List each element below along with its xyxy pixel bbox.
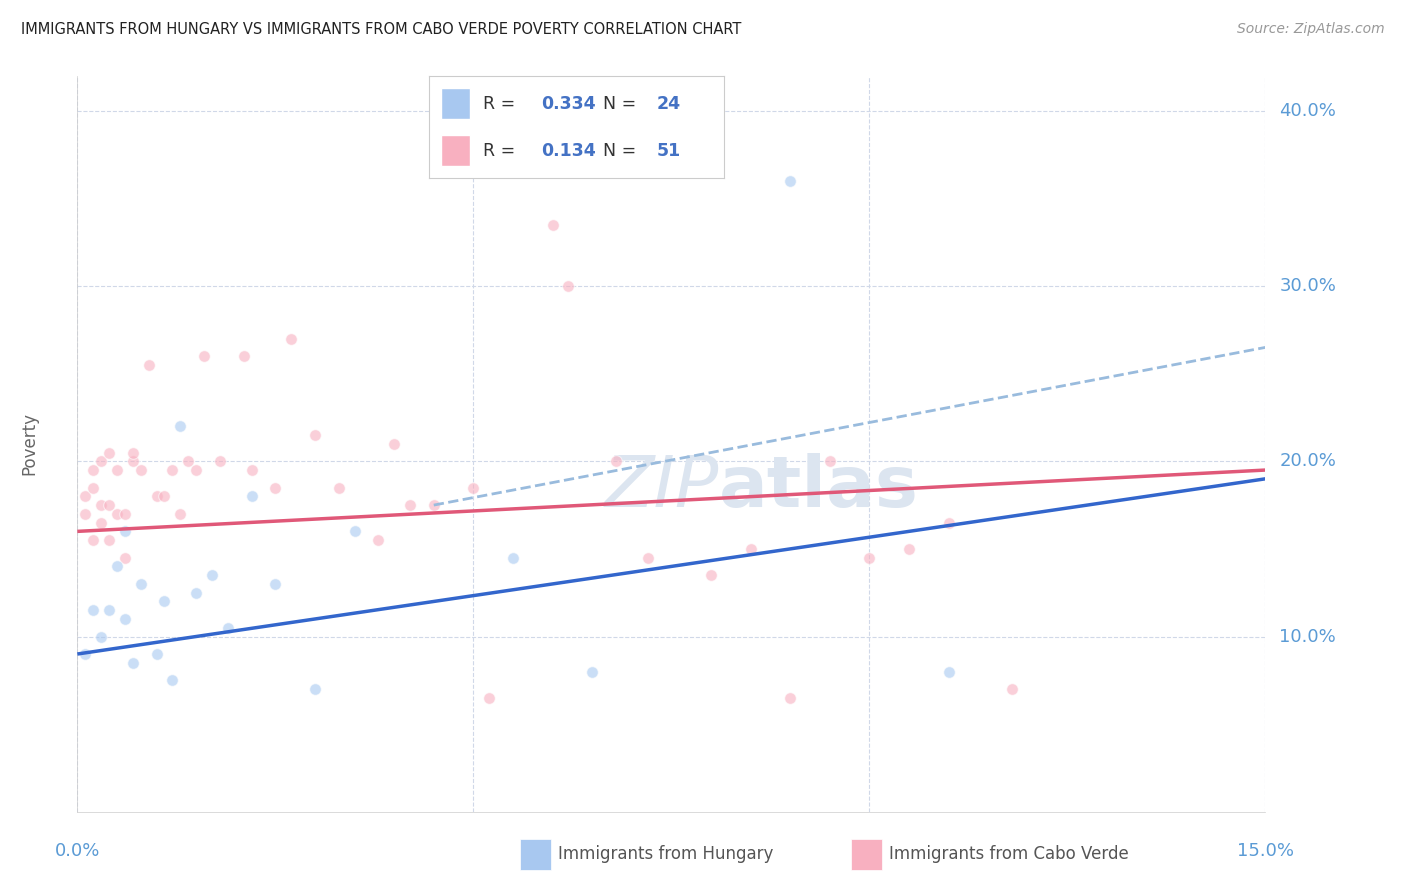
Point	[423, 498, 446, 512]
Point	[105, 463, 128, 477]
Point	[1001, 681, 1024, 696]
Point	[740, 541, 762, 556]
Point	[153, 489, 176, 503]
Point	[193, 349, 215, 363]
Point	[114, 550, 136, 565]
Text: IMMIGRANTS FROM HUNGARY VS IMMIGRANTS FROM CABO VERDE POVERTY CORRELATION CHART: IMMIGRANTS FROM HUNGARY VS IMMIGRANTS FR…	[21, 22, 741, 37]
Point	[138, 358, 160, 372]
Text: R =: R =	[484, 142, 516, 160]
Point	[208, 454, 231, 468]
Text: Poverty: Poverty	[21, 412, 39, 475]
Point	[114, 612, 136, 626]
Bar	[440, 88, 470, 119]
Point	[105, 559, 128, 574]
Point	[145, 647, 167, 661]
Text: 51: 51	[657, 142, 681, 160]
Point	[232, 349, 254, 363]
Text: 15.0%: 15.0%	[1237, 842, 1294, 860]
Point	[98, 498, 121, 512]
Point	[264, 577, 287, 591]
Point	[328, 481, 350, 495]
Point	[201, 568, 224, 582]
Point	[581, 665, 603, 679]
Text: 30.0%: 30.0%	[1279, 277, 1336, 295]
Point	[779, 690, 801, 705]
Point	[129, 577, 152, 591]
Text: Immigrants from Cabo Verde: Immigrants from Cabo Verde	[889, 846, 1129, 863]
Point	[145, 489, 167, 503]
Point	[75, 647, 97, 661]
Point	[90, 454, 112, 468]
Point	[304, 681, 326, 696]
Text: R =: R =	[484, 95, 516, 112]
Point	[280, 332, 302, 346]
Text: 0.0%: 0.0%	[55, 842, 100, 860]
Point	[557, 279, 579, 293]
Point	[153, 594, 176, 608]
Point	[217, 621, 239, 635]
Point	[98, 603, 121, 617]
Point	[818, 454, 841, 468]
Point	[169, 507, 191, 521]
Point	[121, 656, 143, 670]
Point	[186, 585, 208, 599]
Point	[637, 550, 659, 565]
Text: atlas: atlas	[718, 453, 918, 523]
Point	[240, 463, 263, 477]
Text: 20.0%: 20.0%	[1279, 452, 1336, 470]
Point	[114, 507, 136, 521]
Point	[898, 541, 921, 556]
Point	[304, 428, 326, 442]
Point	[82, 533, 104, 548]
Point	[105, 507, 128, 521]
Bar	[440, 136, 470, 166]
Point	[478, 690, 501, 705]
Point	[343, 524, 366, 539]
Point	[938, 665, 960, 679]
Point	[264, 481, 287, 495]
Point	[90, 498, 112, 512]
Text: ZIP: ZIP	[605, 453, 718, 523]
Text: 0.134: 0.134	[541, 142, 596, 160]
Point	[186, 463, 208, 477]
Point	[605, 454, 627, 468]
Point	[90, 516, 112, 530]
Point	[98, 445, 121, 459]
Text: 10.0%: 10.0%	[1279, 627, 1336, 646]
Point	[779, 174, 801, 188]
Point	[162, 463, 184, 477]
Point	[98, 533, 121, 548]
Text: Source: ZipAtlas.com: Source: ZipAtlas.com	[1237, 22, 1385, 37]
Point	[129, 463, 152, 477]
Point	[938, 516, 960, 530]
Text: Immigrants from Hungary: Immigrants from Hungary	[558, 846, 773, 863]
Point	[240, 489, 263, 503]
Text: N =: N =	[603, 95, 637, 112]
Text: N =: N =	[603, 142, 637, 160]
Point	[541, 218, 564, 232]
Point	[82, 463, 104, 477]
Point	[382, 436, 405, 450]
Text: 24: 24	[657, 95, 681, 112]
Point	[82, 603, 104, 617]
Point	[399, 498, 422, 512]
Point	[90, 630, 112, 644]
Point	[121, 454, 143, 468]
Text: 40.0%: 40.0%	[1279, 102, 1336, 120]
Point	[121, 445, 143, 459]
Point	[82, 481, 104, 495]
Point	[177, 454, 200, 468]
Point	[367, 533, 389, 548]
Point	[162, 673, 184, 688]
Point	[75, 489, 97, 503]
Point	[169, 419, 191, 434]
Point	[858, 550, 880, 565]
Point	[463, 481, 485, 495]
Point	[502, 550, 524, 565]
Point	[700, 568, 723, 582]
Point	[75, 507, 97, 521]
Point	[114, 524, 136, 539]
Text: 0.334: 0.334	[541, 95, 596, 112]
